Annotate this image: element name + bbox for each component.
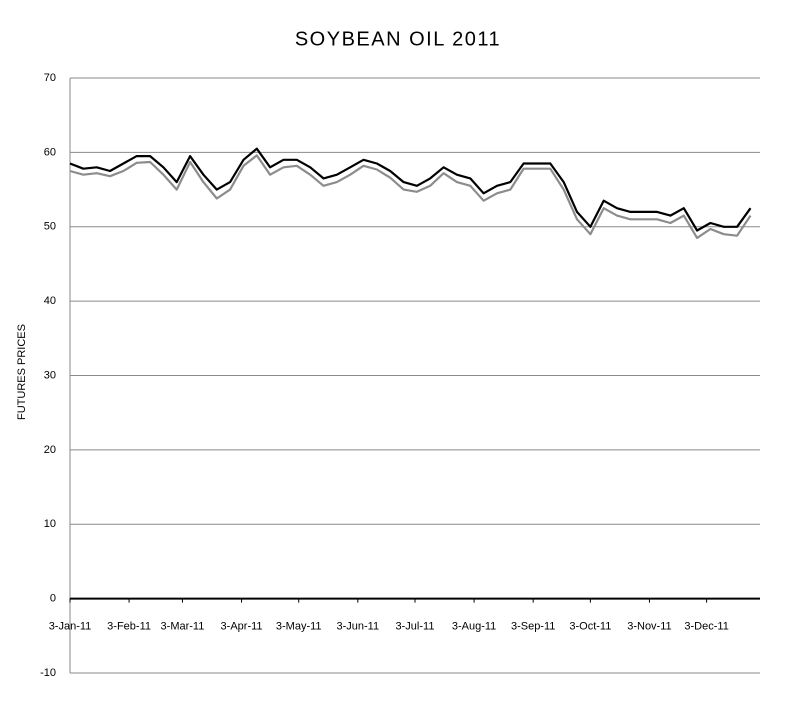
x-tick-label: 3-Jun-11 bbox=[337, 621, 380, 633]
y-tick-label: 20 bbox=[44, 444, 56, 456]
x-tick-label: 3-Oct-11 bbox=[569, 621, 611, 633]
y-tick-label: 10 bbox=[44, 518, 56, 530]
x-tick-label: 3-Dec-11 bbox=[684, 621, 728, 633]
y-tick-label: 40 bbox=[44, 295, 56, 307]
chart-title: SOYBEAN OIL 2011 bbox=[295, 28, 501, 50]
x-tick-label: 3-May-11 bbox=[276, 621, 322, 633]
x-tick-label: 3-Sep-11 bbox=[511, 621, 555, 633]
x-tick-label: 3-Nov-11 bbox=[627, 621, 671, 633]
y-tick-label: -10 bbox=[40, 667, 56, 679]
x-tick-label: 3-Apr-11 bbox=[221, 621, 263, 633]
series-line bbox=[69, 154, 752, 239]
y-tick-label: 30 bbox=[44, 369, 56, 381]
y-tick-label: 60 bbox=[44, 146, 56, 158]
x-tick-label: 3-Mar-11 bbox=[161, 621, 205, 633]
x-tick-label: 3-Aug-11 bbox=[452, 621, 496, 633]
y-tick-label: 50 bbox=[44, 221, 56, 233]
series-line bbox=[69, 147, 752, 232]
x-tick-label: 3-Jan-11 bbox=[49, 621, 92, 633]
x-tick-label: 3-Feb-11 bbox=[107, 621, 151, 633]
y-tick-label: 70 bbox=[44, 72, 56, 84]
y-tick-label: 0 bbox=[50, 593, 56, 605]
x-tick-label: 3-Jul-11 bbox=[396, 621, 435, 633]
y-axis-label: FUTURES PRICES bbox=[16, 324, 28, 420]
